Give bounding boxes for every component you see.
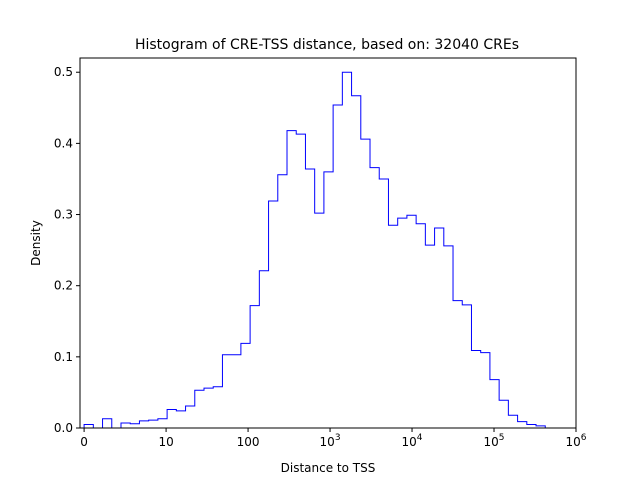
y-tick-label: 0.4: [54, 136, 73, 150]
y-tick-label: 0.1: [54, 350, 73, 364]
x-tick-label: 104: [402, 433, 423, 449]
x-axis: 0 10 100 103 104 105 106: [80, 428, 587, 449]
plot-frame: [79, 57, 577, 429]
y-axis: 0.0 0.1 0.2 0.3 0.4 0.5: [54, 65, 80, 435]
y-tick-label: 0.2: [54, 279, 73, 293]
x-axis-label: Distance to TSS: [281, 461, 376, 475]
x-tick-label: 105: [484, 433, 505, 449]
plot-area: [83, 71, 546, 429]
y-tick-label: 0.3: [54, 208, 73, 222]
x-tick-label: 10: [158, 435, 173, 449]
x-tick-label: 0: [80, 435, 88, 449]
y-axis-label: Density: [29, 220, 43, 266]
y-tick-label: 0.5: [54, 65, 73, 79]
x-tick-label: 106: [565, 433, 586, 449]
x-tick-label: 103: [320, 433, 341, 449]
chart-title: Histogram of CRE-TSS distance, based on:…: [135, 37, 519, 53]
histogram-series: [83, 71, 546, 429]
y-tick-label: 0.0: [54, 421, 73, 435]
x-tick-label: 100: [237, 435, 260, 449]
